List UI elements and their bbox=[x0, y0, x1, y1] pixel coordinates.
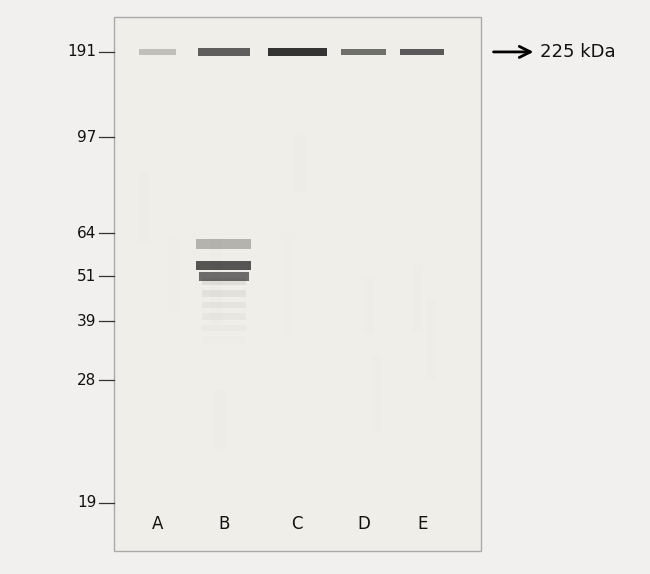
Bar bbox=[413, 265, 423, 331]
Bar bbox=[202, 336, 246, 343]
Bar bbox=[140, 49, 176, 55]
Text: 28: 28 bbox=[77, 373, 96, 387]
Bar bbox=[372, 356, 382, 432]
Bar bbox=[283, 236, 293, 338]
Bar bbox=[114, 17, 481, 551]
Bar bbox=[196, 261, 252, 270]
Text: C: C bbox=[292, 515, 303, 533]
Text: 225 kDa: 225 kDa bbox=[540, 43, 615, 61]
Bar bbox=[202, 290, 246, 297]
Bar bbox=[426, 300, 436, 379]
Bar bbox=[215, 390, 226, 452]
Bar bbox=[198, 48, 250, 56]
Bar bbox=[400, 49, 444, 55]
Bar bbox=[341, 49, 385, 55]
Bar bbox=[268, 48, 327, 56]
Bar bbox=[364, 278, 374, 333]
Text: 19: 19 bbox=[77, 495, 96, 510]
Text: 97: 97 bbox=[77, 130, 96, 145]
Text: 64: 64 bbox=[77, 226, 96, 241]
Bar bbox=[202, 278, 246, 285]
Bar bbox=[168, 238, 179, 313]
Bar bbox=[199, 272, 249, 281]
Text: 39: 39 bbox=[77, 314, 96, 329]
Text: A: A bbox=[152, 515, 164, 533]
Bar bbox=[296, 134, 306, 192]
Text: E: E bbox=[417, 515, 428, 533]
Bar bbox=[202, 301, 246, 308]
Text: 51: 51 bbox=[77, 269, 96, 284]
Bar bbox=[139, 171, 150, 242]
Bar bbox=[202, 313, 246, 320]
Text: D: D bbox=[357, 515, 370, 533]
Bar bbox=[202, 324, 246, 331]
Text: B: B bbox=[218, 515, 229, 533]
Bar bbox=[211, 238, 222, 324]
Text: 191: 191 bbox=[67, 44, 96, 60]
Bar bbox=[196, 239, 252, 249]
